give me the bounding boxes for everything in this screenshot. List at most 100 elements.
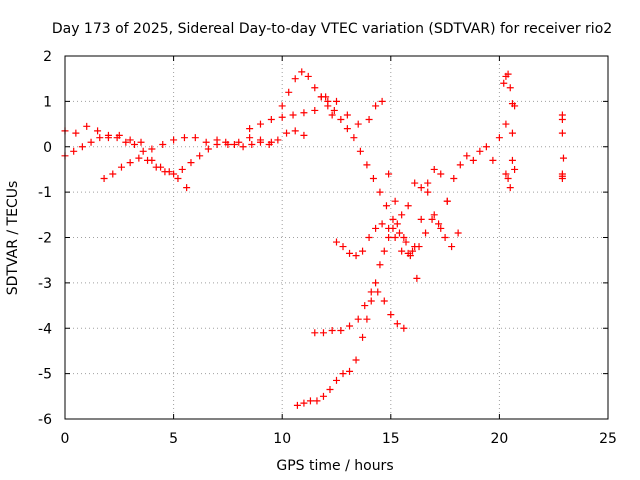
data-point	[94, 127, 102, 135]
data-point	[178, 165, 186, 173]
data-point	[346, 367, 354, 375]
data-point	[413, 274, 421, 282]
data-point	[504, 175, 512, 183]
data-point	[469, 156, 477, 164]
data-point	[256, 138, 264, 146]
data-point	[144, 156, 152, 164]
data-point	[356, 147, 364, 155]
x-tick-label: 25	[599, 431, 617, 447]
data-point	[411, 179, 419, 187]
data-point	[352, 356, 360, 364]
data-point	[389, 215, 397, 223]
data-series-sat-e	[317, 93, 462, 255]
data-point	[256, 120, 264, 128]
data-point	[326, 386, 334, 394]
data-point	[393, 320, 401, 328]
y-tick-label: 2	[43, 49, 52, 65]
data-point	[183, 184, 191, 192]
data-point	[372, 102, 380, 110]
data-point	[374, 288, 382, 296]
data-point	[319, 392, 327, 400]
data-point	[441, 234, 449, 241]
data-point	[424, 188, 432, 196]
data-point	[430, 211, 438, 219]
data-point	[558, 175, 566, 183]
data-point	[230, 140, 238, 148]
data-point	[435, 220, 443, 228]
data-point	[174, 175, 182, 183]
data-point	[333, 97, 340, 105]
data-point	[148, 145, 156, 153]
data-point	[300, 399, 308, 407]
data-point	[139, 147, 147, 155]
data-point	[117, 163, 125, 171]
data-point	[267, 116, 275, 124]
data-point	[100, 175, 108, 183]
data-point	[204, 145, 212, 153]
data-point	[476, 147, 484, 155]
data-point	[393, 220, 401, 228]
data-point	[333, 376, 340, 384]
data-point	[285, 88, 293, 96]
data-point	[372, 224, 380, 232]
data-point	[376, 261, 384, 269]
data-point	[135, 154, 143, 162]
data-point	[83, 122, 91, 130]
data-point	[235, 138, 243, 146]
data-point	[365, 116, 373, 124]
data-point	[387, 311, 395, 319]
data-series-sat-h	[293, 220, 421, 409]
x-tick-label: 0	[61, 431, 70, 447]
data-series-sat-d	[246, 93, 516, 232]
data-point	[180, 134, 188, 142]
data-points	[61, 68, 567, 409]
x-axis-label: GPS time / hours	[276, 458, 393, 474]
data-point	[291, 127, 299, 135]
chart-title: Day 173 of 2025, Sidereal Day-to-day VTE…	[52, 21, 612, 37]
data-point	[361, 302, 369, 310]
data-point	[159, 140, 167, 148]
data-point	[87, 138, 95, 146]
x-tick-label: 15	[382, 431, 400, 447]
data-point	[385, 170, 393, 178]
data-point	[324, 97, 332, 105]
data-point	[359, 333, 367, 341]
data-point	[365, 234, 373, 241]
data-point	[437, 224, 445, 232]
data-point	[317, 93, 325, 101]
data-point	[191, 134, 199, 142]
data-point	[337, 116, 345, 124]
data-point	[96, 134, 104, 142]
data-point	[306, 397, 314, 405]
data-point	[500, 79, 508, 87]
data-point	[367, 288, 375, 296]
data-point	[443, 197, 451, 205]
data-point	[506, 184, 514, 192]
data-point	[400, 324, 408, 332]
data-point	[346, 249, 354, 257]
data-point	[372, 279, 380, 287]
data-point	[558, 116, 566, 124]
data-point	[196, 152, 204, 160]
data-point	[495, 134, 503, 142]
data-point	[246, 125, 254, 133]
data-point	[278, 102, 286, 110]
data-point	[395, 229, 403, 237]
data-point	[424, 179, 432, 187]
data-point	[402, 238, 410, 246]
data-point	[359, 247, 367, 255]
plot-frame	[64, 55, 609, 420]
data-point	[113, 134, 121, 142]
data-point	[170, 136, 178, 144]
y-tick-label: 1	[43, 94, 52, 110]
data-point	[122, 138, 130, 146]
data-point	[300, 109, 308, 117]
data-point	[398, 211, 406, 219]
data-point	[300, 131, 308, 139]
data-point	[298, 68, 306, 76]
data-point	[239, 143, 247, 151]
data-point	[278, 113, 286, 121]
data-point	[78, 143, 86, 151]
data-point	[248, 140, 256, 148]
